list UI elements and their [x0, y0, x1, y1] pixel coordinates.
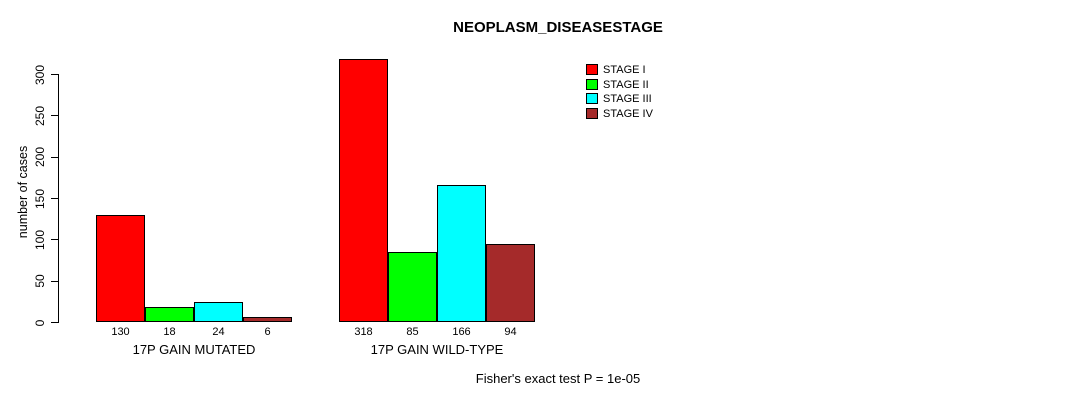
legend-label: STAGE III	[603, 93, 652, 106]
x-group-label: 17P GAIN WILD-TYPE	[370, 342, 504, 357]
bar	[339, 59, 388, 322]
x-group-label: 17P GAIN MUTATED	[132, 342, 256, 357]
annotation-text: Fisher's exact test P = 1e-05	[475, 371, 641, 386]
legend-swatch	[586, 64, 598, 75]
bar	[145, 307, 194, 322]
chart-title: NEOPLASM_DISEASESTAGE	[453, 19, 663, 36]
y-axis-tick-label: 0	[33, 319, 47, 326]
legend-swatch	[586, 78, 598, 90]
y-axis-tick-label: 150	[33, 188, 47, 209]
legend-label: STAGE IV	[603, 108, 653, 120]
y-axis-line	[58, 74, 59, 323]
bar-value-label: 94	[504, 326, 517, 338]
bar	[388, 251, 437, 322]
legend-label: STAGE I	[603, 64, 646, 76]
bar-value-label: 24	[212, 326, 225, 338]
y-axis-tick	[51, 156, 58, 158]
y-axis-tick	[51, 239, 58, 241]
bar-value-label: 318	[354, 326, 373, 338]
y-axis-tick	[51, 115, 58, 117]
bar	[243, 317, 292, 322]
y-axis-tick	[51, 74, 58, 75]
bar-value-label: 85	[406, 326, 419, 338]
y-axis-tick	[51, 322, 58, 323]
y-axis-label: number of cases	[16, 145, 30, 239]
y-axis-tick-label: 250	[33, 105, 47, 126]
y-axis-tick-label: 200	[33, 147, 47, 168]
bar-value-label: 130	[111, 326, 130, 338]
legend-swatch	[586, 93, 598, 105]
y-axis-tick	[51, 198, 58, 199]
bar-value-label: 166	[452, 326, 471, 338]
bar-value-label: 18	[163, 326, 176, 338]
bar	[96, 214, 145, 322]
bar	[486, 244, 535, 322]
bar	[437, 184, 486, 322]
bar-value-label: 6	[264, 326, 271, 338]
y-axis-tick-label: 50	[33, 274, 47, 288]
y-axis-tick	[51, 280, 58, 282]
y-axis-tick-label: 300	[33, 64, 47, 85]
legend-swatch	[586, 108, 598, 119]
legend-label: STAGE II	[603, 78, 649, 91]
bar	[194, 302, 243, 322]
y-axis-tick-label: 100	[33, 229, 47, 250]
